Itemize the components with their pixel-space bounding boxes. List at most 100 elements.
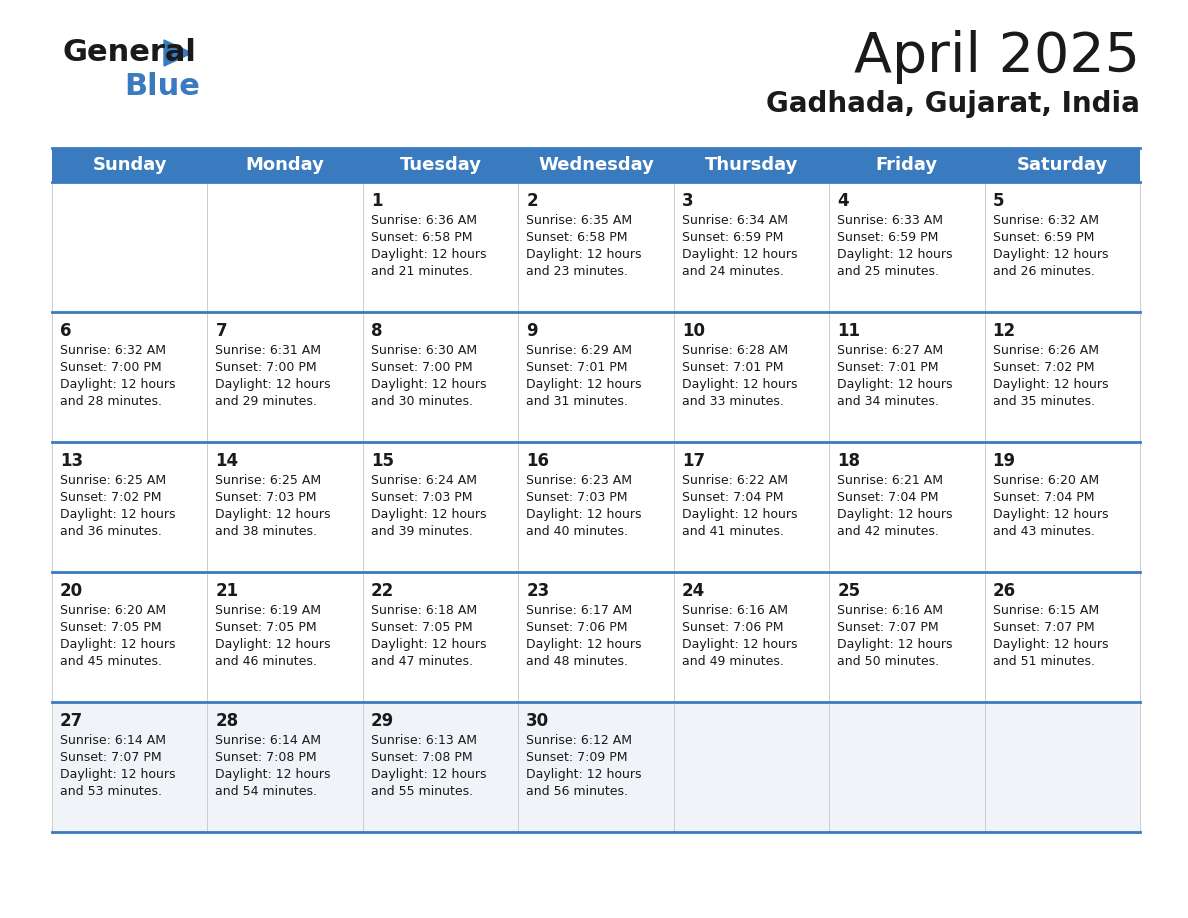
Text: Sunset: 7:01 PM: Sunset: 7:01 PM (682, 361, 783, 374)
Bar (829, 312, 985, 442)
Text: 22: 22 (371, 582, 394, 600)
Text: Daylight: 12 hours: Daylight: 12 hours (526, 768, 642, 781)
Text: Sunset: 6:58 PM: Sunset: 6:58 PM (526, 231, 627, 244)
Text: and 26 minutes.: and 26 minutes. (992, 265, 1094, 278)
Bar (518, 182, 674, 312)
Bar (674, 442, 829, 572)
Bar (674, 702, 829, 832)
Text: Sunrise: 6:14 AM: Sunrise: 6:14 AM (215, 734, 322, 747)
Text: Thursday: Thursday (704, 156, 798, 174)
Text: and 54 minutes.: and 54 minutes. (215, 785, 317, 798)
Text: and 56 minutes.: and 56 minutes. (526, 785, 628, 798)
Bar (985, 442, 1140, 572)
Bar (362, 442, 518, 572)
Text: Sunset: 7:01 PM: Sunset: 7:01 PM (526, 361, 627, 374)
Bar (52, 148, 208, 182)
Text: Sunrise: 6:23 AM: Sunrise: 6:23 AM (526, 474, 632, 487)
Text: Daylight: 12 hours: Daylight: 12 hours (61, 768, 176, 781)
Text: Daylight: 12 hours: Daylight: 12 hours (215, 508, 331, 521)
Text: Daylight: 12 hours: Daylight: 12 hours (215, 378, 331, 391)
Text: 24: 24 (682, 582, 704, 600)
Text: Sunset: 7:04 PM: Sunset: 7:04 PM (838, 491, 939, 504)
Text: Daylight: 12 hours: Daylight: 12 hours (838, 508, 953, 521)
Bar (518, 442, 674, 572)
Text: Daylight: 12 hours: Daylight: 12 hours (371, 638, 486, 651)
Text: General: General (62, 38, 196, 67)
Text: 1: 1 (371, 192, 383, 210)
Text: Sunset: 6:59 PM: Sunset: 6:59 PM (992, 231, 1094, 244)
Text: Daylight: 12 hours: Daylight: 12 hours (682, 248, 797, 261)
Bar (829, 182, 985, 312)
Text: 7: 7 (215, 322, 227, 340)
Text: Sunset: 7:00 PM: Sunset: 7:00 PM (371, 361, 473, 374)
Text: Sunrise: 6:33 AM: Sunrise: 6:33 AM (838, 214, 943, 227)
Text: Sunrise: 6:20 AM: Sunrise: 6:20 AM (61, 604, 166, 617)
Text: Sunset: 7:05 PM: Sunset: 7:05 PM (215, 621, 317, 634)
Text: Daylight: 12 hours: Daylight: 12 hours (215, 768, 331, 781)
Text: Sunday: Sunday (93, 156, 168, 174)
Text: 30: 30 (526, 712, 549, 730)
Text: 20: 20 (61, 582, 83, 600)
Bar (362, 182, 518, 312)
Text: and 24 minutes.: and 24 minutes. (682, 265, 784, 278)
Text: Sunrise: 6:25 AM: Sunrise: 6:25 AM (61, 474, 166, 487)
Bar (52, 572, 208, 702)
Text: 18: 18 (838, 452, 860, 470)
Text: Saturday: Saturday (1017, 156, 1108, 174)
Text: and 36 minutes.: and 36 minutes. (61, 525, 162, 538)
Bar (674, 572, 829, 702)
Text: and 43 minutes.: and 43 minutes. (992, 525, 1094, 538)
Text: Sunset: 7:05 PM: Sunset: 7:05 PM (371, 621, 473, 634)
Text: 21: 21 (215, 582, 239, 600)
Text: Sunset: 6:59 PM: Sunset: 6:59 PM (682, 231, 783, 244)
Text: Sunrise: 6:20 AM: Sunrise: 6:20 AM (992, 474, 1099, 487)
Text: Sunrise: 6:21 AM: Sunrise: 6:21 AM (838, 474, 943, 487)
Text: and 25 minutes.: and 25 minutes. (838, 265, 940, 278)
Text: Daylight: 12 hours: Daylight: 12 hours (992, 248, 1108, 261)
Text: Daylight: 12 hours: Daylight: 12 hours (682, 638, 797, 651)
Text: 8: 8 (371, 322, 383, 340)
Text: Daylight: 12 hours: Daylight: 12 hours (215, 638, 331, 651)
Text: Daylight: 12 hours: Daylight: 12 hours (526, 248, 642, 261)
Text: Sunrise: 6:17 AM: Sunrise: 6:17 AM (526, 604, 632, 617)
Text: 10: 10 (682, 322, 704, 340)
Text: Sunrise: 6:12 AM: Sunrise: 6:12 AM (526, 734, 632, 747)
Text: and 47 minutes.: and 47 minutes. (371, 655, 473, 668)
Text: 5: 5 (992, 192, 1004, 210)
Text: Sunrise: 6:34 AM: Sunrise: 6:34 AM (682, 214, 788, 227)
Text: and 28 minutes.: and 28 minutes. (61, 395, 162, 408)
Text: Sunset: 7:08 PM: Sunset: 7:08 PM (371, 751, 473, 764)
Text: 3: 3 (682, 192, 694, 210)
Bar (518, 148, 674, 182)
Bar (208, 702, 362, 832)
Text: and 39 minutes.: and 39 minutes. (371, 525, 473, 538)
Text: Sunrise: 6:28 AM: Sunrise: 6:28 AM (682, 344, 788, 357)
Text: Daylight: 12 hours: Daylight: 12 hours (61, 638, 176, 651)
Bar (208, 182, 362, 312)
Bar (674, 182, 829, 312)
Text: Sunset: 7:02 PM: Sunset: 7:02 PM (992, 361, 1094, 374)
Bar (52, 442, 208, 572)
Bar (208, 148, 362, 182)
Text: and 34 minutes.: and 34 minutes. (838, 395, 939, 408)
Bar (829, 572, 985, 702)
Text: Daylight: 12 hours: Daylight: 12 hours (838, 378, 953, 391)
Bar (208, 312, 362, 442)
Text: Sunset: 7:06 PM: Sunset: 7:06 PM (526, 621, 627, 634)
Text: Sunset: 7:03 PM: Sunset: 7:03 PM (371, 491, 473, 504)
Text: Sunrise: 6:30 AM: Sunrise: 6:30 AM (371, 344, 478, 357)
Text: 25: 25 (838, 582, 860, 600)
Text: Daylight: 12 hours: Daylight: 12 hours (838, 638, 953, 651)
Text: Daylight: 12 hours: Daylight: 12 hours (992, 378, 1108, 391)
Bar (985, 182, 1140, 312)
Text: 15: 15 (371, 452, 394, 470)
Text: Sunrise: 6:18 AM: Sunrise: 6:18 AM (371, 604, 478, 617)
Text: and 23 minutes.: and 23 minutes. (526, 265, 628, 278)
Bar (674, 148, 829, 182)
Text: and 29 minutes.: and 29 minutes. (215, 395, 317, 408)
Text: Daylight: 12 hours: Daylight: 12 hours (526, 508, 642, 521)
Text: Daylight: 12 hours: Daylight: 12 hours (682, 378, 797, 391)
Bar (362, 702, 518, 832)
Text: Daylight: 12 hours: Daylight: 12 hours (371, 508, 486, 521)
Text: Daylight: 12 hours: Daylight: 12 hours (61, 378, 176, 391)
